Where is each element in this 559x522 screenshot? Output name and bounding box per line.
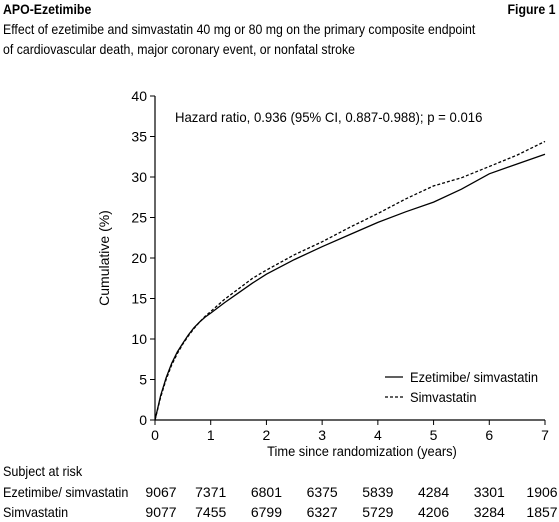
at-risk-value: 3301 [473, 484, 505, 500]
y-tick-label: 10 [131, 331, 147, 347]
y-tick-label: 20 [131, 250, 147, 266]
y-tick-label: 5 [139, 372, 147, 388]
caption-line-1: Effect of ezetimibe and simvastatin 40 m… [3, 21, 476, 37]
at-risk-row-label: Simvastatin [3, 504, 69, 520]
y-tick-label: 30 [131, 169, 147, 185]
x-tick-label: 3 [318, 427, 326, 443]
at-risk-value: 1857 [526, 504, 558, 520]
series-line-simvastatin [154, 140, 546, 421]
at-risk-value: 6327 [306, 504, 338, 520]
at-risk-value: 6799 [250, 504, 282, 520]
x-tick-label: 4 [374, 427, 382, 443]
hazard-ratio-annotation: Hazard ratio, 0.936 (95% CI, 0.887-0.988… [175, 110, 482, 125]
at-risk-value: 7371 [195, 484, 227, 500]
series-line-ezetimibe-simvastatin [154, 153, 546, 421]
x-tick-label: 5 [430, 427, 438, 443]
y-tick-label: 40 [131, 88, 147, 104]
at-risk-value: 9077 [145, 504, 177, 520]
at-risk-row: Ezetimibe/ simvastatin 9067 7371 6801 6375 58… [0, 484, 559, 502]
at-risk-value: 1906 [526, 484, 558, 500]
legend-entry: Ezetimibe/ simvastatin [410, 370, 538, 386]
header-study-name: APO-Ezetimibe [3, 1, 92, 17]
x-tick-label: 1 [207, 427, 215, 443]
x-tick-label: 0 [151, 427, 159, 443]
header-figure-label: Figure 1 [507, 1, 555, 17]
at-risk-value: 5729 [362, 504, 394, 520]
figure-caption: Effect of ezetimibe and simvastatin 40 m… [3, 19, 540, 59]
y-tick-label: 35 [131, 129, 147, 145]
legend-entry: Simvastatin [410, 390, 477, 406]
at-risk-value: 6375 [306, 484, 338, 500]
y-tick-label: 25 [131, 210, 147, 226]
x-tick-label: 7 [541, 427, 549, 443]
y-tick-label: 15 [131, 291, 147, 307]
at-risk-row: Simvastatin 9077 7455 6799 6327 5729 4206 3284 1… [0, 504, 559, 522]
at-risk-value: 3284 [473, 504, 505, 520]
cumulative-incidence-chart: 0 5 10 15 20 25 30 35 40 0 1 2 3 4 5 6 7 Time since rando… [96, 88, 549, 460]
x-tick-label: 2 [263, 427, 271, 443]
caption-line-2: of cardiovascular death, major coronary … [3, 41, 355, 57]
header: APO-Ezetimibe Figure 1 [3, 0, 555, 18]
at-risk-value: 6801 [250, 484, 282, 500]
at-risk-value: 9067 [145, 484, 177, 500]
x-tick-label: 6 [485, 427, 493, 443]
at-risk-value: 4284 [417, 484, 450, 500]
at-risk-title: Subject at risk [3, 463, 83, 479]
at-risk-row-label: Ezetimibe/ simvastatin [3, 484, 129, 500]
at-risk-value: 5839 [362, 484, 394, 500]
y-tick-label: 0 [139, 412, 147, 428]
at-risk-value: 7455 [195, 504, 227, 520]
y-axis-label: Cumulative (%) [96, 210, 112, 306]
at-risk-value: 4206 [417, 504, 450, 520]
x-axis-label: Time since randomization (years) [267, 444, 457, 460]
